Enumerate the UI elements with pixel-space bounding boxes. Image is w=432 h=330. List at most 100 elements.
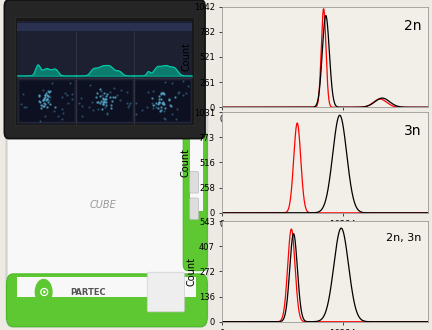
Point xyxy=(160,91,167,96)
Point xyxy=(69,92,76,97)
Point xyxy=(87,82,94,87)
Point xyxy=(52,104,59,110)
Point xyxy=(144,89,151,95)
Point xyxy=(103,92,110,97)
Point xyxy=(160,115,167,121)
X-axis label: DNA: DNA xyxy=(314,231,336,241)
Point xyxy=(156,99,163,105)
Point xyxy=(133,112,140,117)
Point xyxy=(41,101,48,107)
Point xyxy=(43,92,50,97)
Point xyxy=(41,92,48,97)
Point xyxy=(42,98,49,103)
Point xyxy=(101,104,108,109)
Point xyxy=(40,88,47,93)
Point xyxy=(45,93,52,99)
Point xyxy=(149,106,156,111)
Point xyxy=(179,92,186,98)
Point xyxy=(157,108,164,113)
Point xyxy=(184,83,191,88)
Point xyxy=(100,101,107,107)
Point xyxy=(174,90,181,96)
Point xyxy=(97,94,104,99)
Point xyxy=(159,91,166,96)
Point xyxy=(96,100,103,106)
Point xyxy=(160,99,167,104)
Point xyxy=(55,113,62,118)
Point xyxy=(66,81,73,86)
Point xyxy=(103,111,110,116)
Point xyxy=(149,100,156,106)
FancyBboxPatch shape xyxy=(183,132,207,271)
Point xyxy=(149,89,156,94)
Point xyxy=(97,98,104,104)
Point xyxy=(167,102,174,107)
Bar xyxy=(19,80,75,122)
Point xyxy=(111,94,118,100)
Point xyxy=(124,104,131,109)
Point xyxy=(46,89,53,94)
Point xyxy=(133,101,140,106)
Point xyxy=(101,90,108,96)
Point xyxy=(155,100,162,105)
Bar xyxy=(17,277,196,297)
Point xyxy=(174,106,181,111)
Point xyxy=(113,92,120,97)
Point xyxy=(43,91,50,96)
Text: 2n, 3n: 2n, 3n xyxy=(386,233,422,243)
FancyBboxPatch shape xyxy=(190,198,199,219)
Point xyxy=(149,96,156,101)
Point xyxy=(38,102,44,108)
Point xyxy=(36,100,43,105)
Point xyxy=(123,89,130,94)
Point xyxy=(158,91,165,97)
Point xyxy=(154,102,161,107)
Point xyxy=(39,104,46,109)
Point xyxy=(102,96,108,101)
Point xyxy=(63,92,70,97)
Point xyxy=(41,94,48,100)
Circle shape xyxy=(35,280,52,305)
Point xyxy=(179,79,186,84)
Point xyxy=(109,98,116,104)
Point xyxy=(47,94,54,99)
Y-axis label: Count: Count xyxy=(181,148,191,177)
Point xyxy=(17,101,24,107)
Point xyxy=(158,104,165,109)
Point xyxy=(35,93,42,98)
Point xyxy=(36,92,43,98)
Point xyxy=(155,97,162,102)
Point xyxy=(95,106,102,112)
Point xyxy=(173,117,180,122)
Point xyxy=(162,79,168,84)
Point xyxy=(152,104,159,110)
Point xyxy=(107,90,114,95)
Point xyxy=(154,105,161,110)
Point xyxy=(79,114,86,119)
Point xyxy=(40,100,47,105)
FancyBboxPatch shape xyxy=(6,274,207,327)
X-axis label: DNA: DNA xyxy=(314,125,336,135)
Point xyxy=(100,95,107,101)
Point xyxy=(58,106,65,112)
Point xyxy=(44,96,51,102)
Point xyxy=(59,94,66,99)
Point xyxy=(90,108,97,113)
Point xyxy=(21,104,28,110)
Point xyxy=(157,109,164,114)
Point xyxy=(111,85,118,90)
Point xyxy=(100,101,107,106)
Point xyxy=(162,105,169,111)
Point xyxy=(156,101,162,106)
Point xyxy=(47,101,54,106)
Point xyxy=(101,98,108,103)
Point xyxy=(183,90,190,95)
Point xyxy=(102,94,109,99)
Point xyxy=(162,116,168,121)
Point xyxy=(116,98,123,103)
Point xyxy=(100,100,107,105)
Point xyxy=(44,99,51,104)
Point xyxy=(93,95,100,100)
FancyBboxPatch shape xyxy=(190,172,199,193)
Point xyxy=(161,92,168,97)
